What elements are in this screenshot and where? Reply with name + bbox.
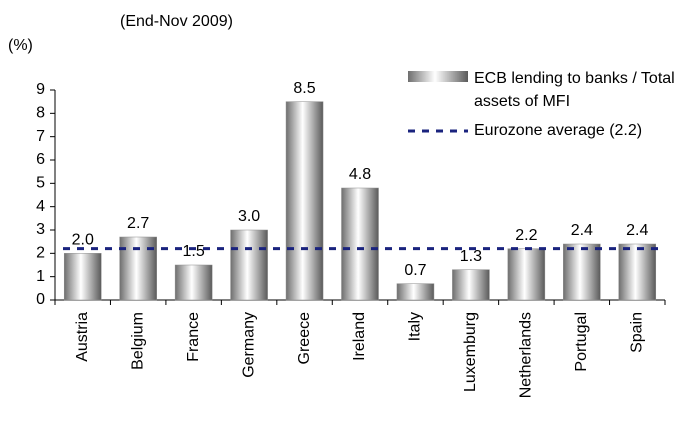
x-tick-label: Spain: [628, 312, 645, 353]
x-tick-label: Austria: [74, 312, 91, 362]
bar: [563, 243, 601, 301]
x-tick-label: Belgium: [129, 312, 146, 370]
y-tick-label: 2: [36, 245, 45, 262]
y-tick-label: 6: [36, 151, 45, 168]
y-tick-label: 9: [36, 81, 45, 98]
bar: [119, 236, 157, 301]
y-tick-label: 8: [36, 105, 45, 122]
y-tick-label: 5: [36, 175, 45, 192]
bar: [63, 253, 102, 301]
bar: [618, 243, 657, 301]
value-label: 2.4: [571, 222, 593, 239]
bar: [396, 283, 435, 301]
x-tick-label: Germany: [240, 312, 257, 378]
bar: [174, 264, 213, 301]
subtitle: (End-Nov 2009): [120, 13, 233, 30]
value-label: 3.0: [238, 208, 260, 225]
y-tick-label: 1: [36, 268, 45, 285]
bar: [507, 248, 546, 301]
value-label: 4.8: [349, 166, 371, 183]
x-tick-label: Greece: [296, 312, 313, 365]
y-tick-label: 7: [36, 128, 45, 145]
x-tick-label: Netherlands: [518, 312, 535, 398]
value-label: 0.7: [404, 262, 426, 279]
value-label: 2.0: [72, 232, 94, 249]
value-label: 1.3: [460, 248, 482, 265]
y-axis-label: (%): [8, 37, 33, 54]
value-label: 8.5: [293, 80, 315, 97]
bar: [341, 187, 379, 301]
x-tick-label: Portugal: [573, 312, 590, 372]
legend-label: Eurozone average (2.2): [474, 122, 642, 139]
y-tick-label: 3: [36, 221, 45, 238]
x-tick-label: Italy: [407, 312, 424, 341]
x-tick-label: Luxemburg: [462, 312, 479, 392]
y-tick-label: 4: [36, 198, 45, 215]
value-label: 2.7: [127, 215, 149, 232]
x-tick-label: Ireland: [351, 312, 368, 361]
x-tick-label: France: [185, 312, 202, 362]
value-label: 2.4: [626, 222, 648, 239]
legend-label: ECB lending to banks / Total assets of M…: [474, 70, 675, 110]
legend-swatch: [408, 71, 468, 82]
bar: [452, 269, 490, 301]
value-label: 2.2: [515, 227, 537, 244]
value-label: 1.5: [183, 243, 205, 260]
bar: [285, 101, 324, 301]
bar: [230, 229, 268, 301]
y-tick-label: 0: [36, 291, 45, 308]
